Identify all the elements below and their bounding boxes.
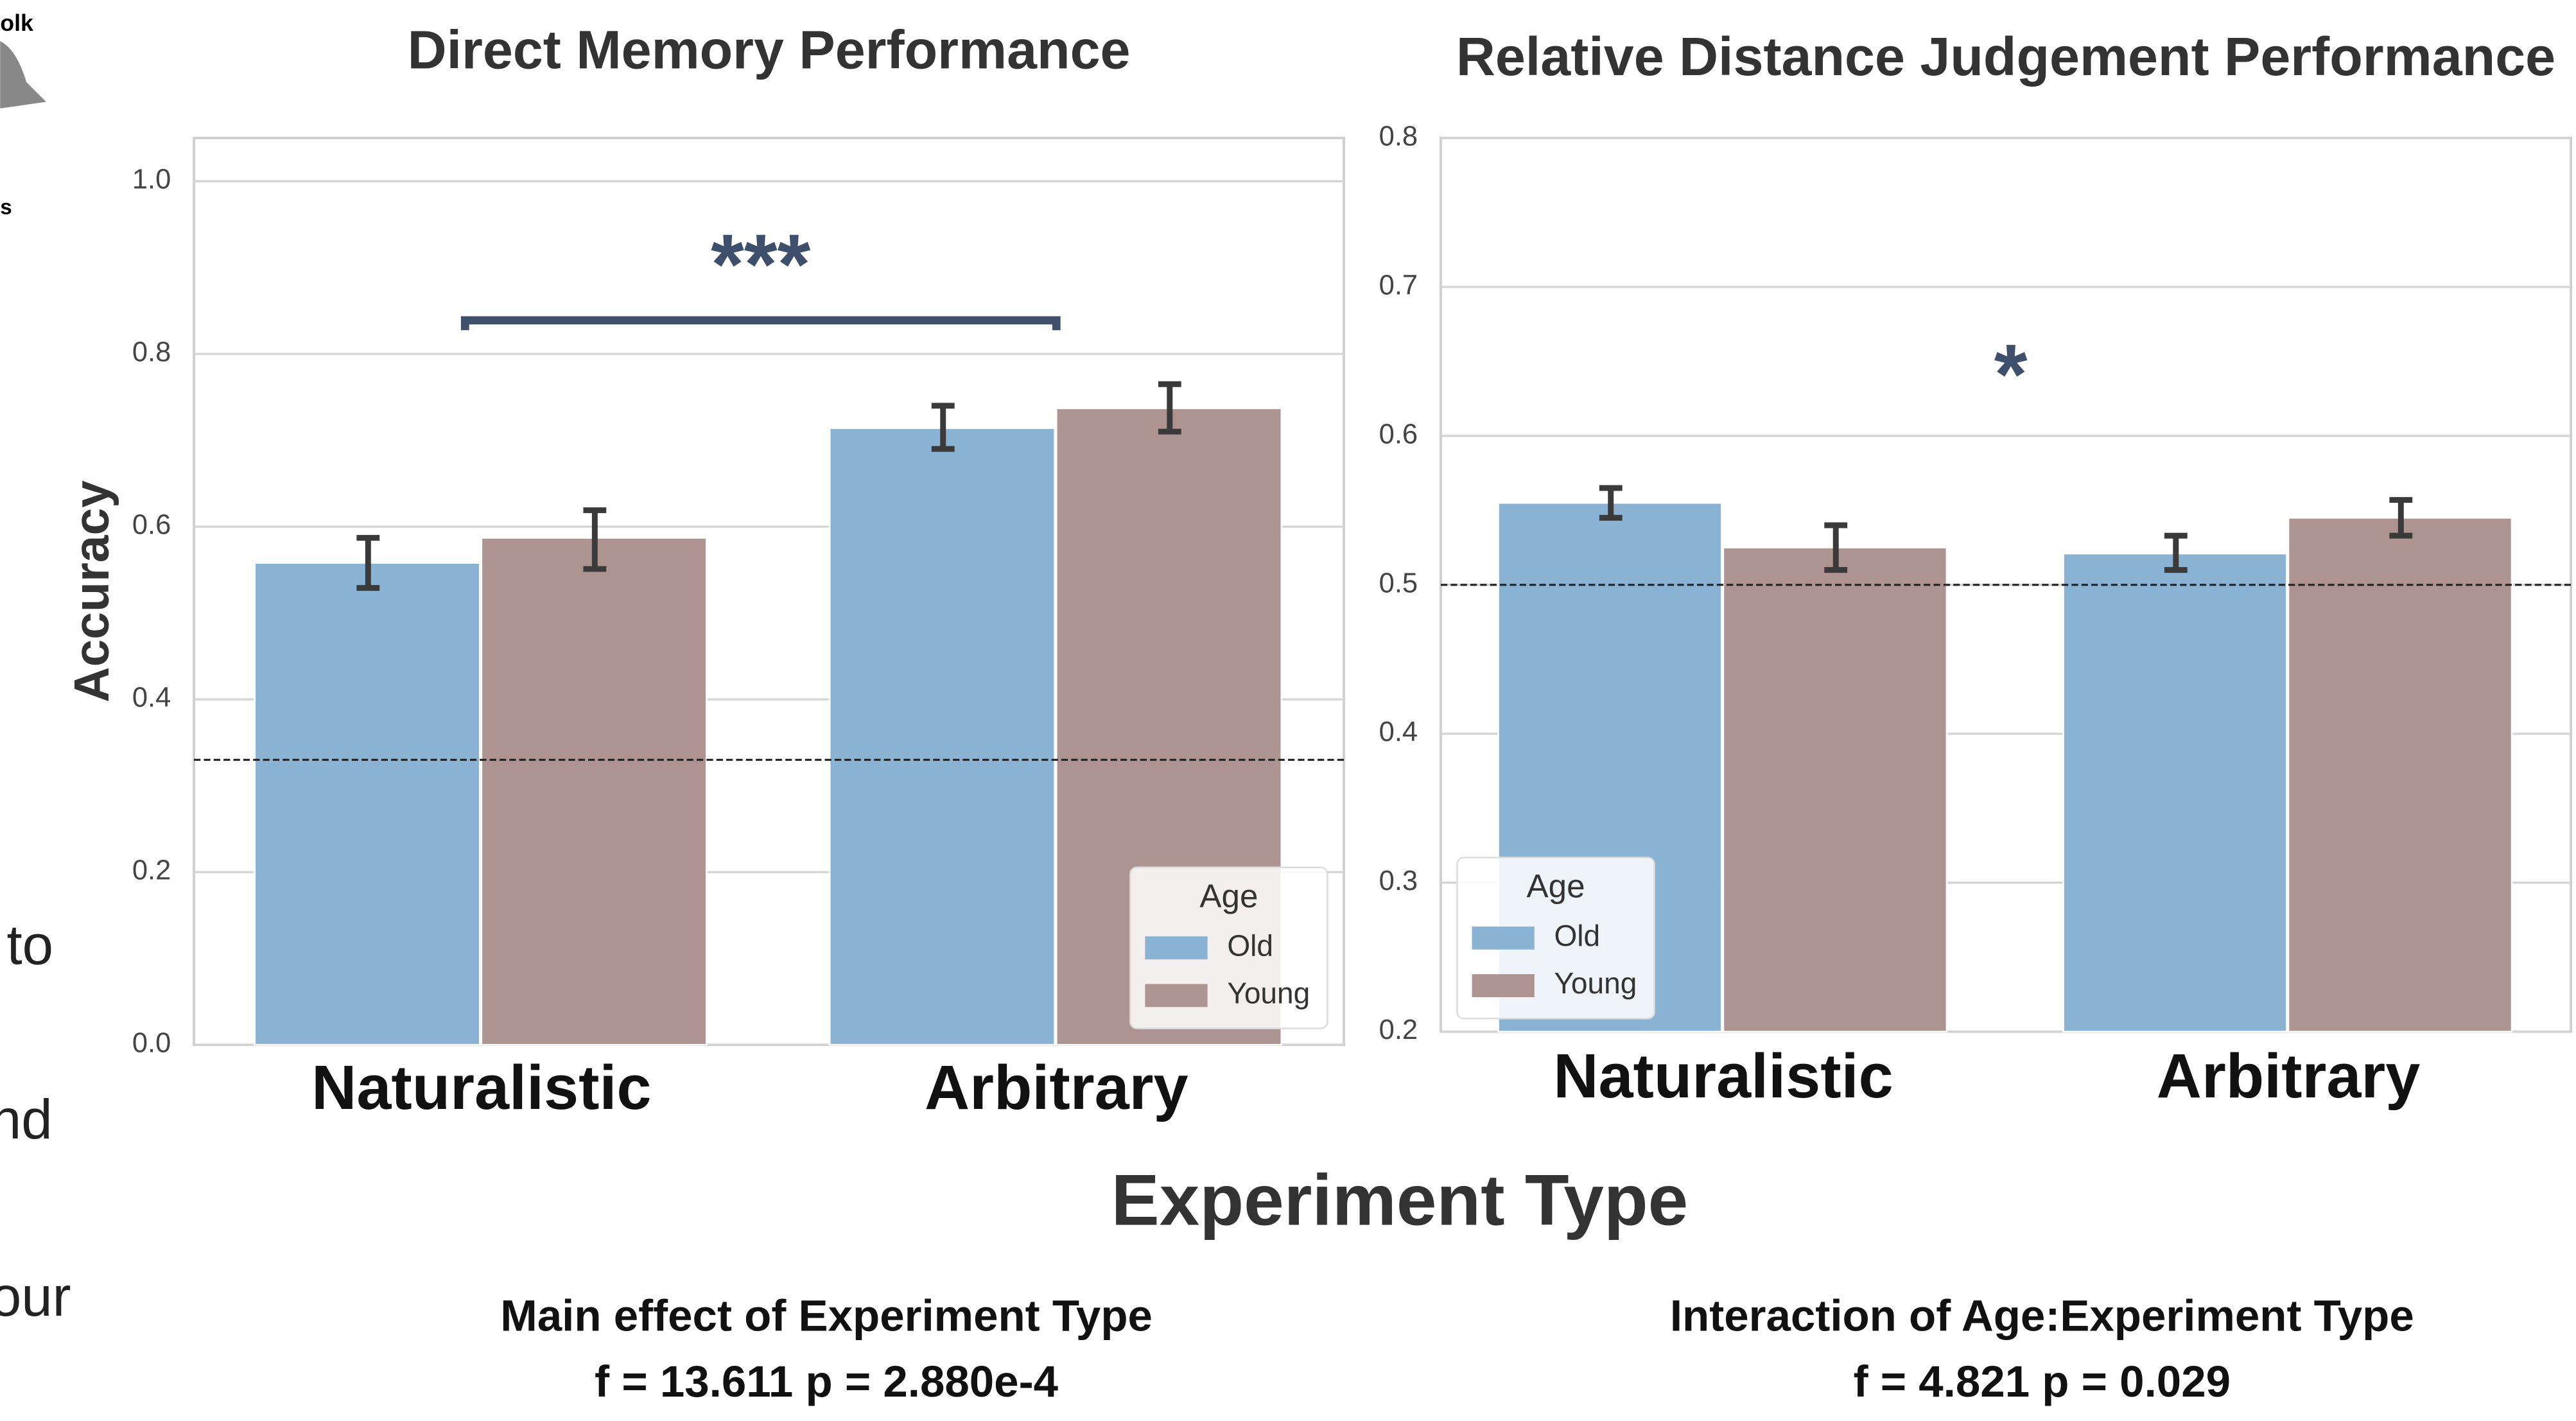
- x-tick-label: Arbitrary: [925, 1052, 1188, 1122]
- side-image: [0, 40, 46, 109]
- stat-text: f = 4.821 p = 0.029: [1854, 1356, 2231, 1406]
- significance-annotation: *: [1994, 327, 2028, 423]
- y-tick-label: 1.0: [132, 164, 171, 195]
- bar: [254, 562, 481, 1046]
- bar: [2287, 517, 2513, 1033]
- legend: Age Old Young: [1456, 857, 1655, 1020]
- legend-label: Old: [1227, 928, 1273, 962]
- y-tick-label: 0.7: [1379, 270, 1418, 301]
- legend-title: Age: [1527, 868, 1585, 905]
- x-axis-label: Experiment Type: [1111, 1160, 1689, 1241]
- bar: [828, 427, 1056, 1046]
- significance-bracket: [460, 316, 1061, 331]
- y-tick-label: 0.6: [1379, 419, 1418, 449]
- error-bar: [1158, 381, 1181, 435]
- legend-swatch: [1472, 926, 1535, 950]
- significance-annotation: ***: [711, 217, 811, 312]
- stat-title: Interaction of Age:Experiment Type: [1670, 1291, 2414, 1341]
- y-tick-label: 0.8: [132, 337, 171, 368]
- side-text: nd: [0, 1088, 53, 1151]
- y-tick-label: 0.3: [1379, 866, 1418, 896]
- y-tick-label: 0.4: [1379, 717, 1418, 747]
- error-bar: [1824, 522, 1848, 573]
- stat-title: Main effect of Experiment Type: [500, 1291, 1153, 1341]
- bar: [480, 537, 708, 1046]
- error-bar: [2164, 532, 2188, 573]
- y-tick-label: 0.2: [1379, 1015, 1418, 1045]
- side-text: our: [0, 1266, 71, 1328]
- stat-text: f = 13.611 p = 2.880e-4: [595, 1356, 1058, 1406]
- error-bar: [2389, 497, 2413, 539]
- side-text: olk: [0, 10, 33, 36]
- y-tick-label: 0.8: [1379, 121, 1418, 152]
- y-tick-label: 0.6: [132, 510, 171, 541]
- x-tick-label: Naturalistic: [311, 1052, 651, 1122]
- error-bar: [583, 507, 607, 572]
- bar: [1722, 546, 1948, 1033]
- legend-swatch: [1472, 974, 1535, 997]
- chart-title: Direct Memory Performance: [408, 20, 1131, 80]
- legend-swatch: [1145, 936, 1208, 960]
- legend-title: Age: [1199, 878, 1258, 914]
- y-tick-label: 0.0: [132, 1028, 171, 1059]
- legend-label: Young: [1227, 977, 1310, 1010]
- y-tick-label: 0.4: [132, 683, 171, 713]
- side-text: to: [6, 914, 53, 977]
- chart-title: Relative Distance Judgement Performance: [1456, 26, 2555, 87]
- x-tick-label: Naturalistic: [1553, 1041, 1893, 1111]
- y-tick-label: 0.5: [1379, 568, 1418, 598]
- side-text: l: [0, 997, 3, 1059]
- bar: [2062, 552, 2288, 1033]
- legend-label: Old: [1554, 919, 1600, 952]
- error-bar: [356, 535, 380, 591]
- error-bar: [931, 403, 955, 452]
- x-tick-label: Arbitrary: [2157, 1041, 2421, 1111]
- error-bar: [1599, 485, 1623, 521]
- legend: Age Old Young: [1129, 866, 1328, 1029]
- legend-label: Young: [1554, 966, 1637, 1000]
- legend-swatch: [1145, 984, 1208, 1007]
- side-text: s: [0, 196, 12, 220]
- y-tick-label: 0.2: [132, 855, 171, 886]
- y-axis-label: Accuracy: [65, 480, 119, 702]
